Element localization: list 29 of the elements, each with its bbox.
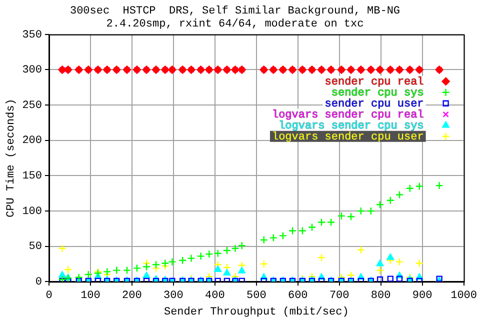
x-tick-label: 700	[329, 290, 350, 302]
text: 2.4.20smp, rxint 64/64, moderate on txc	[106, 18, 364, 31]
x-tick-label: 600	[288, 290, 308, 302]
y-tick-label: 150	[22, 170, 42, 183]
x-tick-label: 1000	[450, 290, 477, 302]
x-tick-label: 400	[205, 290, 225, 302]
legend-label: sender cpu sys	[331, 87, 424, 100]
y-tick-label: 250	[22, 100, 42, 112]
x-tick-label: 900	[412, 290, 432, 302]
y-tick-label: 0	[35, 276, 42, 289]
y-tick-label: 100	[22, 206, 42, 218]
legend-label: sender cpu real	[324, 76, 424, 88]
x-axis-title: Sender Throughput (mbit/sec)	[164, 306, 349, 318]
x-tick-label: 100	[80, 290, 100, 302]
legend-label: logvars sender cpu real	[272, 109, 424, 122]
x-tick-label: 0	[46, 290, 52, 302]
y-tick-label: 50	[28, 241, 42, 254]
x-tick-label: 200	[122, 290, 142, 302]
legend-label: logvars sender cpu user	[272, 131, 424, 144]
x-tick-label: 500	[246, 290, 266, 302]
legend-label: sender cpu user	[324, 98, 424, 110]
y-tick-label: 200	[22, 135, 42, 148]
y-axis-title: CPU Time (seconds)	[6, 98, 18, 218]
x-tick-label: 300	[164, 290, 184, 302]
text: 300sec HSTCP DRS, Self Similar Background, MB-NG	[70, 6, 400, 18]
y-tick-label: 350	[22, 29, 42, 42]
legend-label: logvars sender cpu sys	[278, 120, 424, 132]
x-tick-label: 800	[370, 290, 391, 302]
y-tick-label: 300	[22, 64, 42, 77]
